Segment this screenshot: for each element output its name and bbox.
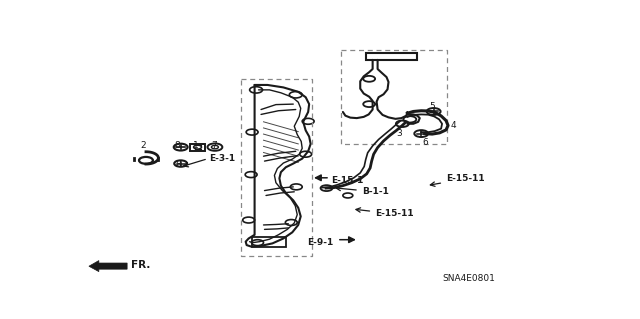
- Text: 6: 6: [422, 138, 428, 147]
- Text: E-15-1: E-15-1: [331, 176, 364, 185]
- Text: E-15-11: E-15-11: [430, 174, 484, 186]
- Text: 5: 5: [429, 102, 435, 111]
- Text: FR.: FR.: [131, 260, 150, 270]
- Text: 3: 3: [396, 129, 402, 138]
- Text: E-15-11: E-15-11: [356, 208, 413, 219]
- Text: E-9-1: E-9-1: [307, 238, 333, 247]
- Text: 2: 2: [141, 141, 146, 150]
- Text: SNA4E0801: SNA4E0801: [442, 274, 495, 283]
- Text: 1: 1: [193, 141, 199, 150]
- Text: 7: 7: [211, 141, 217, 150]
- Text: 8: 8: [175, 160, 181, 169]
- Text: 4: 4: [451, 121, 456, 130]
- Polygon shape: [89, 261, 127, 271]
- Text: E-3-1: E-3-1: [209, 154, 235, 163]
- Text: 8: 8: [174, 141, 180, 150]
- Text: B-1-1: B-1-1: [336, 186, 388, 196]
